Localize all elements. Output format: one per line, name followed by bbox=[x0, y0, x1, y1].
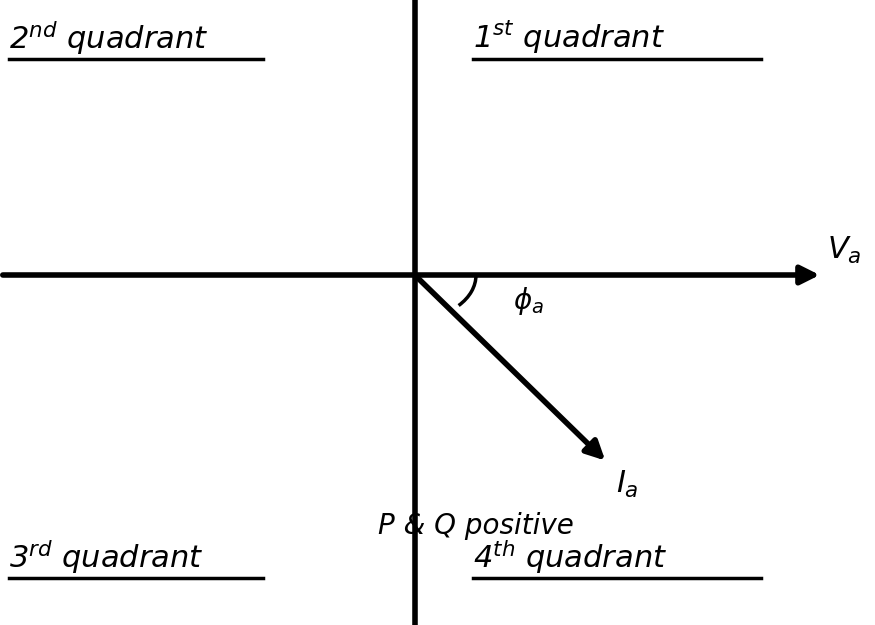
Text: 1$^{st}$ quadrant: 1$^{st}$ quadrant bbox=[473, 19, 664, 56]
Text: $I_a$: $I_a$ bbox=[616, 469, 639, 500]
Text: 3$^{rd}$ quadrant: 3$^{rd}$ quadrant bbox=[9, 538, 204, 576]
Text: 2$^{nd}$ quadrant: 2$^{nd}$ quadrant bbox=[9, 19, 208, 57]
Text: $\phi_a$: $\phi_a$ bbox=[513, 285, 543, 317]
Text: $V_a$: $V_a$ bbox=[827, 234, 861, 266]
Text: P & Q positive: P & Q positive bbox=[378, 512, 574, 541]
Text: 4$^{th}$ quadrant: 4$^{th}$ quadrant bbox=[473, 538, 667, 576]
